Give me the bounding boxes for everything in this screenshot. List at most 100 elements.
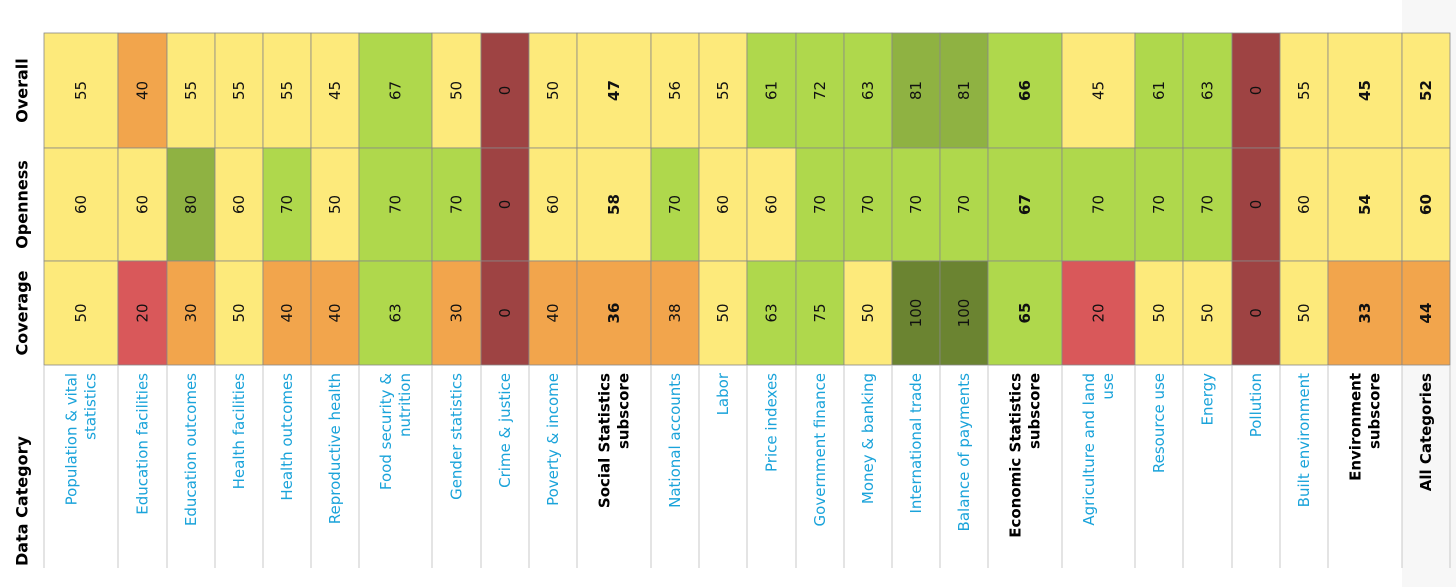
cell-value: 100 bbox=[955, 299, 973, 328]
category-label[interactable]: National accounts bbox=[666, 373, 684, 508]
heat-cell bbox=[939, 147, 989, 262]
heat-cell bbox=[987, 260, 1063, 366]
cell-value: 54 bbox=[1356, 194, 1374, 215]
category-label[interactable]: Health facilities bbox=[230, 373, 248, 490]
heat-cell bbox=[1401, 147, 1451, 262]
category-label[interactable]: use bbox=[1099, 373, 1117, 400]
cell-value: 52 bbox=[1417, 80, 1435, 101]
cell-value: 40 bbox=[544, 303, 562, 322]
category-label[interactable]: Resource use bbox=[1150, 373, 1168, 473]
category-label[interactable]: Government finance bbox=[811, 373, 829, 526]
row-header: Overall bbox=[13, 58, 32, 123]
heat-cell bbox=[214, 147, 264, 262]
cell-value: 50 bbox=[448, 81, 466, 100]
category-label[interactable]: statistics bbox=[82, 373, 100, 440]
category-label[interactable]: Crime & justice bbox=[496, 373, 514, 488]
cell-value: 60 bbox=[230, 195, 248, 214]
category-label[interactable]: Balance of payments bbox=[955, 373, 973, 532]
cell-value: 66 bbox=[1016, 80, 1034, 101]
heat-cell bbox=[117, 260, 168, 366]
cell-value: 70 bbox=[387, 195, 405, 214]
cell-value: 55 bbox=[1295, 81, 1313, 100]
cell-value: 61 bbox=[1150, 81, 1168, 100]
cell-value: 50 bbox=[544, 81, 562, 100]
category-label[interactable]: Food security & bbox=[377, 373, 395, 490]
heat-cell bbox=[310, 260, 360, 366]
category-label[interactable]: Built environment bbox=[1295, 373, 1313, 507]
heat-cell bbox=[891, 260, 941, 366]
cell-value: 70 bbox=[811, 195, 829, 214]
category-label[interactable]: Labor bbox=[714, 372, 732, 415]
category-label[interactable]: Agriculture and land bbox=[1080, 373, 1098, 526]
cell-value: 63 bbox=[859, 81, 877, 100]
cell-value: 20 bbox=[1090, 303, 1108, 322]
heat-cell bbox=[939, 32, 989, 149]
heat-cell bbox=[1401, 260, 1451, 366]
cell-value: 70 bbox=[907, 195, 925, 214]
cell-value: 75 bbox=[811, 303, 829, 322]
category-label[interactable]: Education facilities bbox=[134, 373, 152, 515]
heat-cell bbox=[576, 260, 652, 366]
category-label[interactable]: Health outcomes bbox=[278, 373, 296, 501]
cell-value: 0 bbox=[1247, 200, 1265, 210]
category-label[interactable]: Education outcomes bbox=[182, 373, 200, 526]
category-label[interactable]: Reproductive health bbox=[326, 373, 344, 524]
heat-cell bbox=[166, 32, 216, 149]
heat-cell bbox=[650, 147, 700, 262]
heat-cell bbox=[480, 147, 530, 262]
cell-value: 30 bbox=[182, 303, 200, 322]
cell-value: 55 bbox=[714, 81, 732, 100]
cell-value: 47 bbox=[605, 80, 623, 101]
cell-value: 70 bbox=[666, 195, 684, 214]
category-label[interactable]: Price indexes bbox=[763, 373, 781, 472]
category-label[interactable]: Money & banking bbox=[859, 373, 877, 504]
cell-value: 67 bbox=[387, 81, 405, 100]
heat-cell bbox=[358, 260, 433, 366]
category-label[interactable]: Poverty & income bbox=[544, 373, 562, 506]
cell-value: 72 bbox=[811, 81, 829, 100]
heat-cell bbox=[698, 260, 748, 366]
category-label[interactable]: International trade bbox=[907, 373, 925, 514]
cell-value: 0 bbox=[496, 200, 514, 210]
cell-value: 63 bbox=[763, 303, 781, 322]
cell-value: 56 bbox=[666, 81, 684, 100]
cell-value: 36 bbox=[605, 303, 623, 324]
cell-value: 38 bbox=[666, 303, 684, 322]
row-header: Openness bbox=[13, 160, 32, 249]
heat-cell bbox=[262, 147, 312, 262]
cell-value: 50 bbox=[859, 303, 877, 322]
heat-cell bbox=[746, 32, 797, 149]
heat-cell bbox=[528, 147, 578, 262]
heat-cell bbox=[1061, 147, 1136, 262]
cell-value: 80 bbox=[182, 195, 200, 214]
category-label[interactable]: Gender statistics bbox=[448, 373, 466, 500]
heat-cell bbox=[1327, 32, 1403, 149]
category-label[interactable]: Energy bbox=[1199, 373, 1217, 426]
cell-value: 44 bbox=[1417, 303, 1435, 324]
category-label[interactable]: Pollution bbox=[1247, 373, 1265, 437]
cell-value: 70 bbox=[278, 195, 296, 214]
heat-cell bbox=[214, 260, 264, 366]
category-label[interactable]: nutrition bbox=[396, 373, 414, 437]
heat-cell bbox=[1279, 32, 1329, 149]
heat-cell bbox=[528, 260, 578, 366]
cell-value: 70 bbox=[955, 195, 973, 214]
cell-value: 50 bbox=[1295, 303, 1313, 322]
cell-value: 55 bbox=[72, 81, 90, 100]
cell-value: 33 bbox=[1356, 303, 1374, 324]
heat-cell bbox=[1401, 32, 1451, 149]
heat-cell bbox=[1279, 260, 1329, 366]
cell-value: 50 bbox=[72, 303, 90, 322]
cell-value: 60 bbox=[544, 195, 562, 214]
heat-cell bbox=[650, 260, 700, 366]
cell-value: 55 bbox=[230, 81, 248, 100]
heat-cell bbox=[987, 32, 1063, 149]
subscore-label: Economic Statistics bbox=[1007, 373, 1025, 538]
category-label[interactable]: Population & vital bbox=[63, 373, 81, 505]
heat-cell bbox=[891, 32, 941, 149]
heat-cell bbox=[1327, 260, 1403, 366]
heat-cell bbox=[1231, 147, 1281, 262]
cell-value: 50 bbox=[326, 195, 344, 214]
heat-cell bbox=[795, 32, 845, 149]
